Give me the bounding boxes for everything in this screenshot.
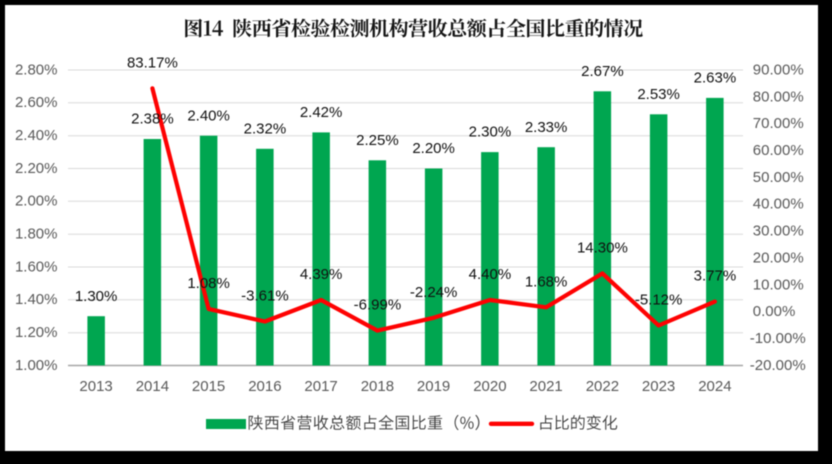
svg-text:2.40%: 2.40% [15,127,58,144]
svg-text:1.08%: 1.08% [187,275,230,292]
svg-text:2.32%: 2.32% [244,120,287,137]
svg-text:2020: 2020 [473,378,506,395]
svg-text:2022: 2022 [586,378,619,395]
svg-text:2.60%: 2.60% [15,94,58,111]
svg-text:14.30%: 14.30% [577,240,628,257]
svg-text:70.00%: 70.00% [753,115,804,132]
svg-text:2.63%: 2.63% [694,70,737,87]
svg-text:2.20%: 2.20% [15,160,58,177]
svg-text:2.00%: 2.00% [15,193,58,210]
svg-text:1.68%: 1.68% [525,273,568,290]
svg-text:40.00%: 40.00% [753,196,804,213]
svg-text:2019: 2019 [417,378,450,395]
svg-text:-20.00%: -20.00% [750,357,806,374]
svg-text:-3.61%: -3.61% [241,288,289,305]
svg-text:4.40%: 4.40% [469,266,512,283]
svg-text:1.00%: 1.00% [15,357,58,374]
svg-text:2015: 2015 [192,378,225,395]
svg-text:2.80%: 2.80% [15,61,58,78]
svg-text:90.00%: 90.00% [753,61,804,78]
svg-text:2.67%: 2.67% [581,63,624,80]
svg-text:1.40%: 1.40% [15,291,58,308]
svg-text:-2.24%: -2.24% [410,284,458,301]
svg-text:1.60%: 1.60% [15,258,58,275]
svg-text:2.40%: 2.40% [187,107,230,124]
svg-text:2014: 2014 [136,378,169,395]
svg-text:10.00%: 10.00% [753,276,804,293]
svg-text:2013: 2013 [79,378,112,395]
svg-text:2.53%: 2.53% [637,86,680,103]
svg-text:2023: 2023 [642,378,675,395]
svg-text:2.25%: 2.25% [356,132,399,149]
svg-text:1.30%: 1.30% [75,288,118,305]
svg-text:2.20%: 2.20% [412,140,455,157]
svg-text:83.17%: 83.17% [127,54,178,71]
svg-text:-5.12%: -5.12% [635,292,683,309]
svg-text:2016: 2016 [248,378,281,395]
svg-text:20.00%: 20.00% [753,249,804,266]
svg-text:2018: 2018 [361,378,394,395]
svg-text:2.30%: 2.30% [469,124,512,141]
svg-text:-6.99%: -6.99% [354,297,402,314]
svg-text:50.00%: 50.00% [753,169,804,186]
svg-text:3.77%: 3.77% [694,268,737,285]
svg-text:2024: 2024 [698,378,731,395]
svg-text:1.80%: 1.80% [15,226,58,243]
svg-text:1.20%: 1.20% [15,324,58,341]
svg-text:2.33%: 2.33% [525,119,568,136]
svg-text:-10.00%: -10.00% [750,330,806,347]
svg-text:2017: 2017 [304,378,337,395]
svg-text:2.42%: 2.42% [300,104,343,121]
svg-text:4.39%: 4.39% [300,266,343,283]
svg-text:2.38%: 2.38% [131,111,174,128]
svg-text:60.00%: 60.00% [753,142,804,159]
svg-text:2021: 2021 [529,378,562,395]
svg-text:0.00%: 0.00% [753,303,796,320]
svg-text:30.00%: 30.00% [753,223,804,240]
svg-text:80.00%: 80.00% [753,88,804,105]
